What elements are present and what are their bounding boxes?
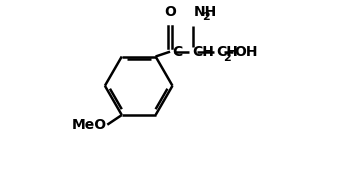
Text: C: C: [172, 45, 182, 59]
Text: NH: NH: [193, 5, 217, 19]
Text: 2: 2: [223, 53, 231, 63]
Text: OH: OH: [234, 45, 258, 59]
Text: MeO: MeO: [71, 118, 107, 132]
Text: CH: CH: [192, 45, 214, 59]
Text: O: O: [164, 5, 176, 19]
Text: 2: 2: [202, 12, 210, 22]
Text: CH: CH: [216, 45, 238, 59]
